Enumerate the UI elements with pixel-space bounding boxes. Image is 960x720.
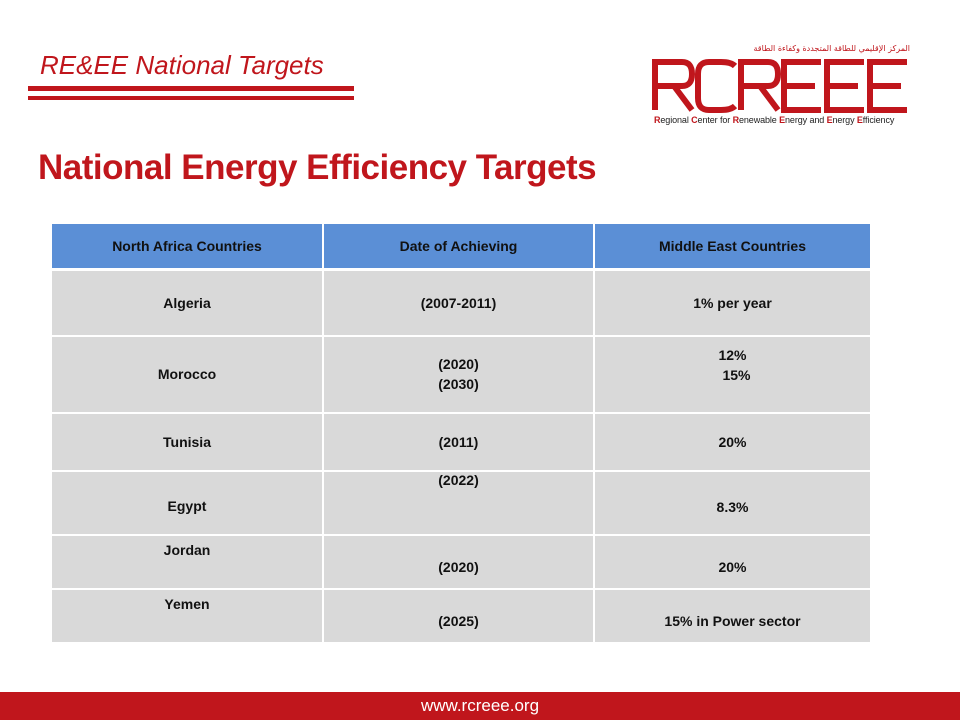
country-cell: Algeria (52, 269, 324, 337)
target-value: 15% (722, 366, 751, 383)
page-title: National Energy Efficiency Targets (38, 148, 597, 187)
logo-letter (824, 59, 864, 113)
country-cell: Morocco (52, 335, 324, 414)
target-value: 12% (718, 346, 747, 363)
tagline-text: enewable (738, 115, 780, 125)
date-value: (2030) (438, 376, 479, 392)
tagline-initial: C (691, 115, 698, 125)
tagline-text: egional (660, 115, 692, 125)
target-cell: 12% 15% (594, 335, 870, 414)
section-title: RE&EE National Targets (40, 50, 324, 80)
logo-letter (867, 59, 907, 113)
targets-table: North Africa Countries Date of Achieving… (52, 224, 870, 644)
logo-wordmark (652, 59, 907, 113)
tagline-initial: R (654, 115, 661, 125)
tagline-text: nergy and (785, 115, 827, 125)
target-cell: 8.3% (594, 470, 870, 536)
table-row: Morocco (2020) (2030) 12% 15% (52, 335, 870, 414)
date-cell: (2025) (323, 588, 595, 644)
tagline-initial: E (779, 115, 786, 125)
column-header-middle-east: Middle East Countries (594, 224, 870, 271)
column-header-date: Date of Achieving (323, 224, 595, 271)
logo-letter (652, 59, 696, 112)
date-cell: (2020) (2030) (323, 335, 595, 414)
logo-tagline: Regional Center for Renewable Energy and… (654, 115, 894, 125)
table-row: Algeria (2007-2011) 1% per year (52, 269, 870, 337)
target-cell: 1% per year (594, 269, 870, 337)
tagline-initial: E (826, 115, 833, 125)
table-header-row: North Africa Countries Date of Achieving… (52, 224, 870, 271)
tagline-initial: R (732, 115, 740, 125)
date-cell: (2022) (323, 470, 595, 536)
logo-letter (738, 59, 782, 112)
table-row: Egypt (2022) 8.3% (52, 470, 870, 536)
country-cell: Yemen (52, 588, 324, 644)
section-title-underline-thin (28, 96, 354, 100)
table-row: Tunisia (2011) 20% (52, 412, 870, 472)
logo-letter (695, 59, 738, 113)
footer-url: www.rcreee.org (420, 696, 540, 715)
tagline-text: nergy (832, 115, 857, 125)
target-cell: 20% (594, 534, 870, 590)
table-row: Yemen (2025) 15% in Power sector (52, 588, 870, 644)
country-cell: Egypt (52, 470, 324, 536)
logo-letter (781, 59, 821, 113)
rcreee-logo: المركز الإقليمي للطاقة المتجددة وكفاءة ا… (652, 44, 910, 128)
country-cell: Jordan (52, 534, 324, 590)
date-cell: (2011) (323, 412, 595, 472)
target-cell: 15% in Power sector (594, 588, 870, 644)
logo-arabic-text: المركز الإقليمي للطاقة المتجددة وكفاءة ا… (753, 44, 911, 53)
date-value: (2020) (438, 356, 479, 372)
target-cell: 20% (594, 412, 870, 472)
column-header-north-africa: North Africa Countries (52, 224, 324, 271)
table-row: Jordan (2020) 20% (52, 534, 870, 590)
date-cell: (2007-2011) (323, 269, 595, 337)
country-cell: Tunisia (52, 412, 324, 472)
date-cell: (2020) (323, 534, 595, 590)
footer-bar (0, 692, 960, 720)
tagline-text: fficiency (862, 115, 895, 125)
tagline-initial: E (856, 115, 863, 125)
section-title-underline (28, 86, 354, 91)
tagline-text: enter for (697, 115, 733, 125)
